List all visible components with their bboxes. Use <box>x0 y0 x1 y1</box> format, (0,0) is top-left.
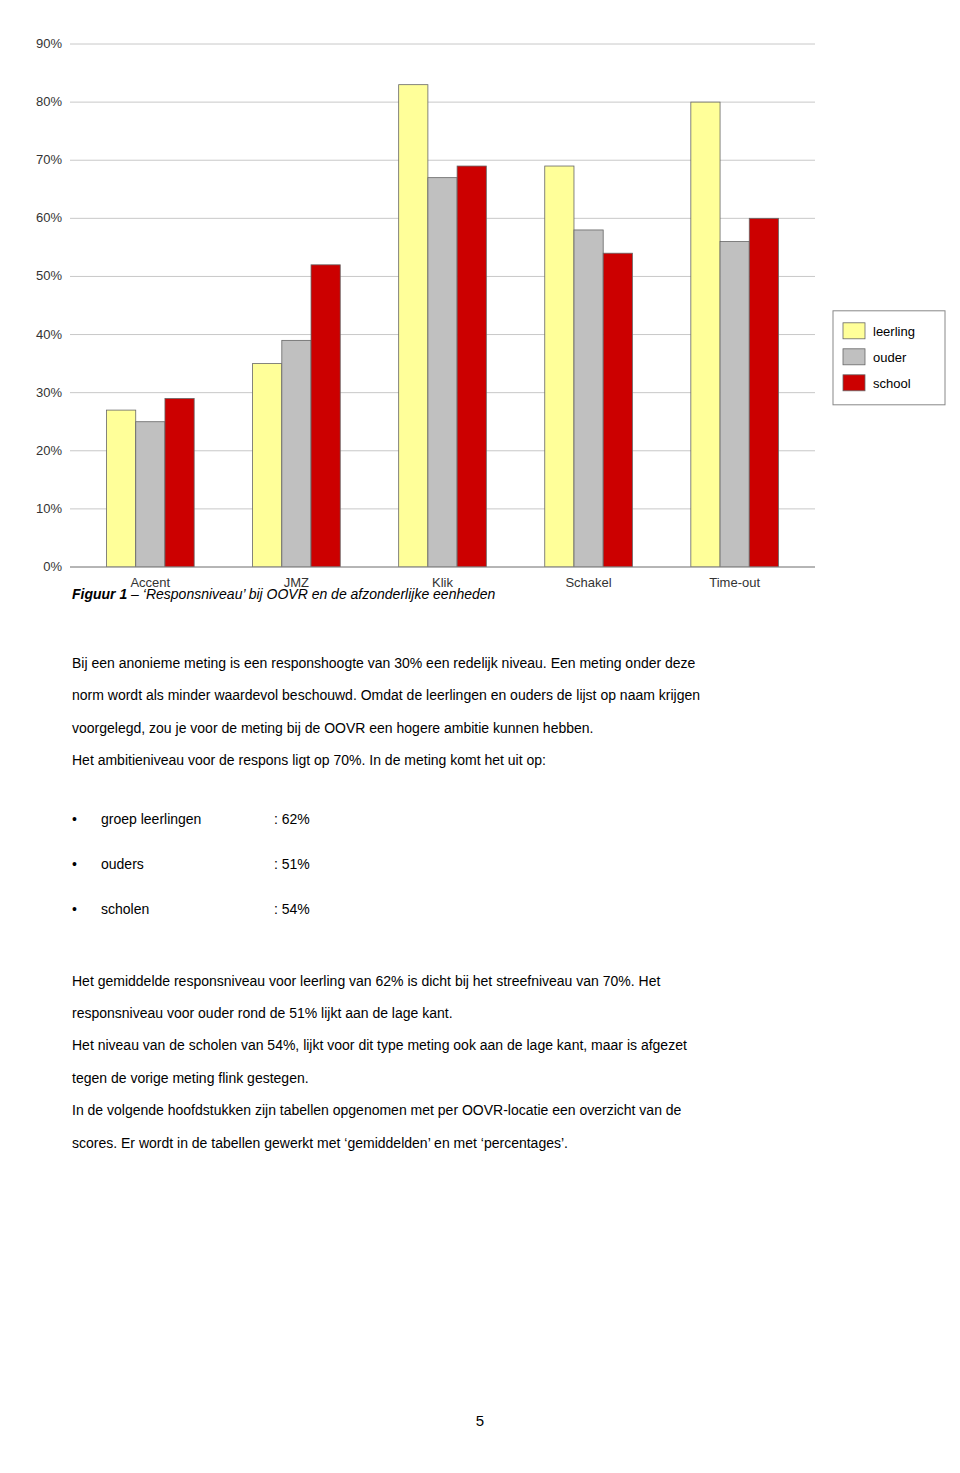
y-tick-label: 80% <box>36 94 62 109</box>
bars <box>107 85 779 567</box>
x-axis-line <box>70 567 815 568</box>
bullet-value: : 51% <box>274 856 310 873</box>
body-text: Het ambitieniveau voor de respons ligt o… <box>72 752 546 769</box>
legend-frame <box>833 311 945 405</box>
y-tick-label: 50% <box>36 268 62 283</box>
body-text: tegen de vorige meting flink gestegen. <box>72 1070 309 1087</box>
body-text: norm wordt als minder waardevol beschouw… <box>72 687 700 704</box>
bar <box>603 253 632 567</box>
body-text: scores. Er wordt in de tabellen gewerkt … <box>72 1135 568 1152</box>
body-text: Het gemiddelde responsniveau voor leerli… <box>72 973 660 990</box>
bar <box>691 102 720 567</box>
bar <box>720 242 749 567</box>
body-text: In de volgende hoofdstukken zijn tabelle… <box>72 1102 681 1119</box>
body-text: responsniveau voor ouder rond de 51% lij… <box>72 1005 453 1022</box>
body-text: voorgelegd, zou je voor de meting bij de… <box>72 720 593 737</box>
bar <box>457 166 486 567</box>
bar <box>107 410 136 567</box>
caption-text: – ‘Responsniveau’ bij OOVR en de afzonde… <box>127 586 495 602</box>
grid-line <box>70 567 815 568</box>
legend-label: leerling <box>873 324 915 339</box>
bar <box>749 218 778 567</box>
chart: 0%10%20%30%40%50%60%70%80%90%AccentJMZKl… <box>0 0 960 600</box>
legend-swatch <box>843 349 865 365</box>
legend: leerling ouder school <box>833 311 945 405</box>
bar <box>136 422 165 567</box>
y-tick-label: 60% <box>36 210 62 225</box>
bar <box>428 178 457 567</box>
body-text: Het niveau van de scholen van 54%, lijkt… <box>72 1037 687 1054</box>
legend-label: ouder <box>873 350 907 365</box>
bar <box>282 340 311 567</box>
legend-swatch <box>843 323 865 339</box>
legend-swatch <box>843 375 865 391</box>
grid <box>70 44 815 567</box>
bar <box>165 398 194 567</box>
x-tick-label: Time-out <box>709 575 760 590</box>
y-tick-label: 90% <box>36 36 62 51</box>
y-tick-label: 70% <box>36 152 62 167</box>
page-number: 5 <box>0 1412 960 1430</box>
grid-line <box>70 44 815 45</box>
caption: Figuur 1 – ‘Responsniveau’ bij OOVR en d… <box>72 586 495 603</box>
y-tick-label: 20% <box>36 443 62 458</box>
bullet-symbol: • <box>72 856 77 873</box>
x-tick-label: Schakel <box>565 575 611 590</box>
bullet-label: groep leerlingen <box>101 811 201 828</box>
bar <box>399 85 428 567</box>
y-tick-label: 0% <box>43 559 62 574</box>
y-tick-label: 10% <box>36 501 62 516</box>
legend-label: school <box>873 376 911 391</box>
bullet-value: : 62% <box>274 811 310 828</box>
bullet-symbol: • <box>72 811 77 828</box>
y-tick-label: 30% <box>36 385 62 400</box>
bullet-value: : 54% <box>274 901 310 918</box>
bar <box>545 166 574 567</box>
body-text: Bij een anonieme meting is een responsho… <box>72 655 695 672</box>
bullet-symbol: • <box>72 901 77 918</box>
bar <box>311 265 340 567</box>
y-tick-label: 40% <box>36 327 62 342</box>
bullet-label: ouders <box>101 856 144 873</box>
bar <box>253 364 282 567</box>
bullet-label: scholen <box>101 901 149 918</box>
bar <box>574 230 603 567</box>
caption-bold: Figuur 1 <box>72 586 127 602</box>
